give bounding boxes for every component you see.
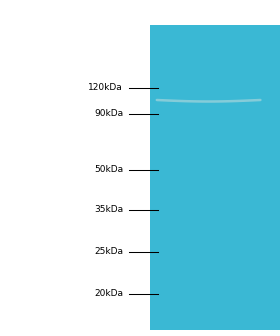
- Text: 20kDa: 20kDa: [94, 290, 123, 298]
- Bar: [150, 25, 280, 330]
- Text: 25kDa: 25kDa: [94, 248, 123, 256]
- Text: 120kDa: 120kDa: [88, 84, 123, 92]
- Text: 90kDa: 90kDa: [94, 110, 123, 119]
- Text: 35kDa: 35kDa: [94, 206, 123, 214]
- Text: 50kDa: 50kDa: [94, 166, 123, 174]
